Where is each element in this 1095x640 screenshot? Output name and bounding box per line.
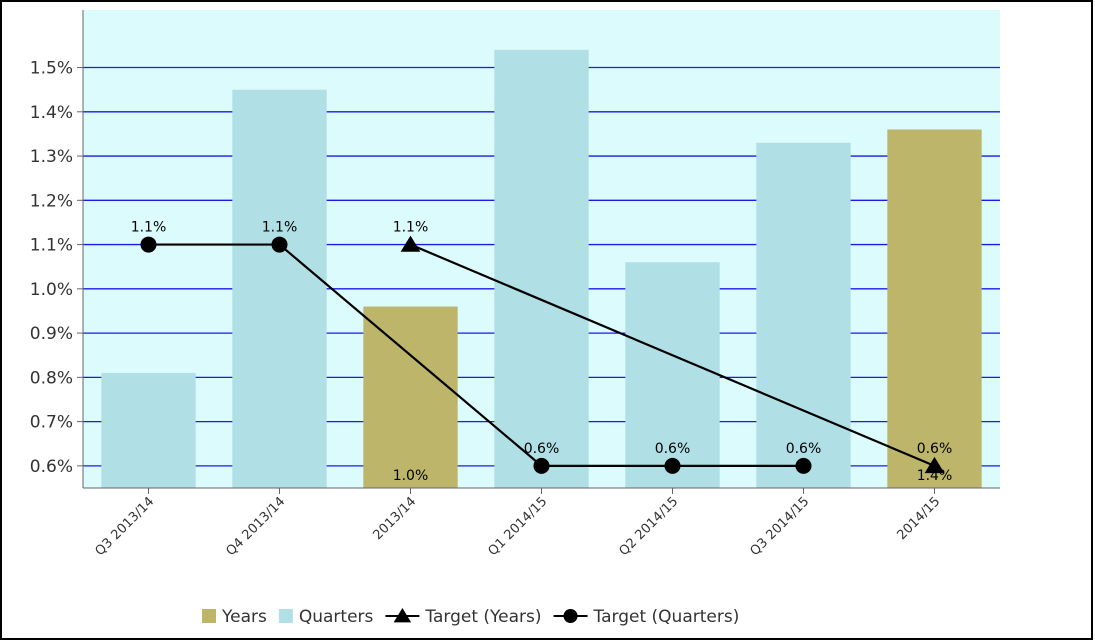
bar-years bbox=[363, 306, 458, 488]
x-tick-label: Q3 2014/15 bbox=[748, 494, 813, 559]
legend-label: Years bbox=[221, 607, 267, 627]
y-tick-label: 1.2% bbox=[30, 191, 73, 211]
data-label: 1.0% bbox=[393, 468, 429, 484]
y-tick-label: 1.4% bbox=[30, 103, 73, 123]
legend: Years Quarters Target (Years) Target (Quart… bbox=[202, 607, 739, 627]
bar-quarters bbox=[494, 49, 589, 488]
x-tick-label: Q1 2014/15 bbox=[486, 494, 551, 559]
y-tick-label: 1.3% bbox=[30, 147, 73, 167]
x-axis-tick-labels: Q3 2013/14 Q4 2013/14 2013/14 Q1 2014/15 Q2 … bbox=[93, 494, 944, 559]
x-tick-label: 2014/15 bbox=[895, 494, 944, 543]
target-years-point bbox=[924, 456, 945, 474]
legend-swatch bbox=[202, 609, 216, 623]
y-tick-label: 1.5% bbox=[30, 59, 73, 79]
target-quarters-point bbox=[795, 457, 812, 474]
bar-quarters bbox=[756, 142, 851, 488]
legend-label: Quarters bbox=[299, 607, 374, 627]
x-tick-label: 2013/14 bbox=[371, 494, 420, 543]
y-tick-label: 0.7% bbox=[30, 413, 73, 433]
target-years-point bbox=[400, 235, 421, 252]
target-quarters-point bbox=[140, 236, 157, 253]
legend-label: Target (Years) bbox=[424, 607, 541, 627]
data-labels: 1.1% 1.1% 1.1% 1.0% 0.6% 0.6% 0.6% 0.6% 1.4% bbox=[131, 220, 953, 484]
y-tick-label: 1.0% bbox=[30, 280, 73, 300]
x-tick-label: Q3 2013/14 bbox=[93, 494, 158, 559]
legend-triangle-marker bbox=[393, 608, 412, 623]
y-tick-label: 0.6% bbox=[30, 457, 73, 477]
line-target-years- bbox=[410, 243, 935, 467]
y-tick-label: 0.9% bbox=[30, 324, 73, 344]
bar-quarters bbox=[625, 262, 720, 488]
data-label: 1.1% bbox=[262, 220, 298, 236]
bar-quarters bbox=[232, 89, 327, 489]
x-tick-label: Q2 2014/15 bbox=[617, 494, 682, 559]
legend-circle-marker bbox=[563, 609, 578, 623]
bars bbox=[101, 49, 982, 489]
target-quarters-point bbox=[664, 457, 681, 474]
target-markers bbox=[140, 235, 945, 474]
data-label: 0.6% bbox=[917, 441, 953, 457]
y-tick-label: 1.1% bbox=[30, 236, 73, 256]
data-label: 0.6% bbox=[786, 441, 822, 457]
target-quarters-point bbox=[533, 457, 550, 474]
legend-label: Target (Quarters) bbox=[593, 607, 740, 627]
data-label: 0.6% bbox=[524, 441, 560, 457]
bar-quarters bbox=[101, 372, 196, 488]
data-label: 1.1% bbox=[393, 220, 429, 236]
data-label: 0.6% bbox=[655, 441, 691, 457]
bar-years bbox=[887, 129, 982, 488]
y-axis-tick-labels: 0.6% 0.7% 0.8% 0.9% 1.0% 1.1% 1.2% 1.3% 1.4% 1.5% bbox=[30, 59, 73, 477]
legend-swatch bbox=[278, 609, 293, 623]
data-label: 1.1% bbox=[131, 220, 167, 236]
y-tick-label: 0.8% bbox=[30, 368, 73, 388]
x-axis-ticks bbox=[148, 488, 935, 494]
data-label: 1.4% bbox=[917, 468, 953, 484]
x-tick-label: Q4 2013/14 bbox=[224, 494, 289, 559]
target-quarters-point bbox=[271, 236, 288, 253]
